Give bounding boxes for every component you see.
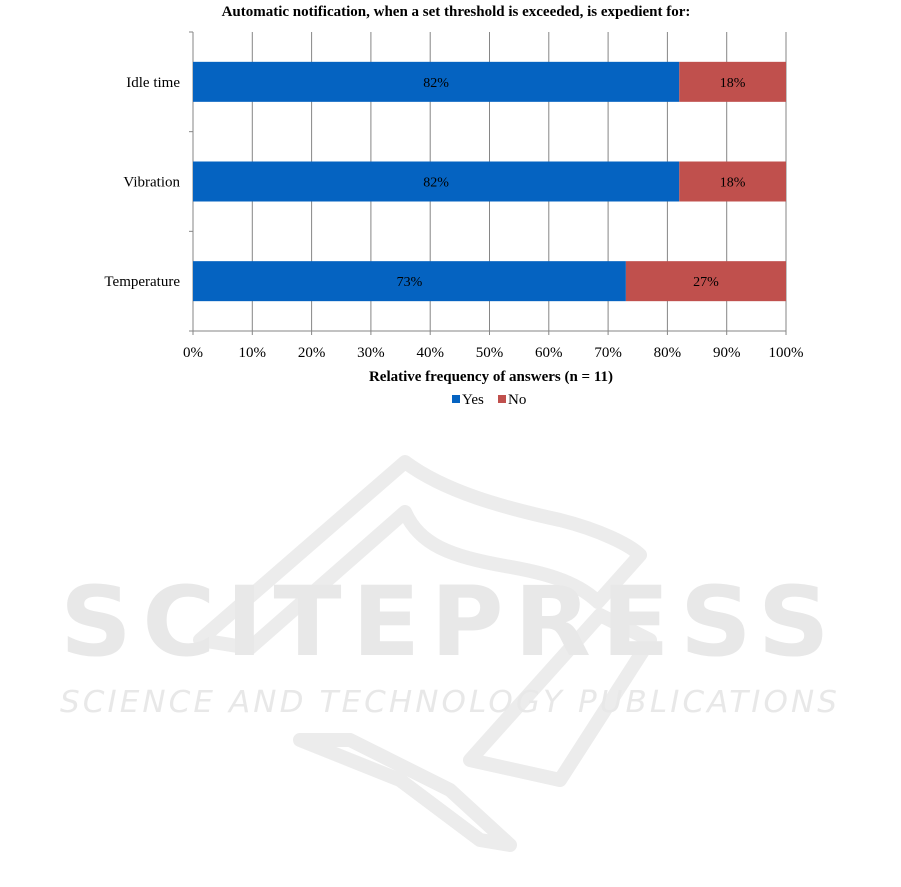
bar-yes <box>193 61 680 102</box>
category-label: Temperature <box>104 274 180 290</box>
x-tick-labels: 0% 10% 20% 30% 40% 50% 60% 70% 80% 90% 100% <box>183 345 804 361</box>
category-labels: Idle time Vibration Temperature <box>104 75 180 290</box>
legend-swatch-yes <box>452 395 460 403</box>
x-tick-label: 70% <box>594 345 622 361</box>
category-label: Vibration <box>123 175 180 191</box>
x-axis-label: Relative frequency of answers (n = 11) <box>369 369 613 385</box>
x-tick-label: 0% <box>183 345 203 361</box>
x-tick-label: 80% <box>654 345 682 361</box>
x-tick-label: 10% <box>239 345 267 361</box>
x-tick-label: 60% <box>535 345 563 361</box>
bar-no <box>679 161 786 202</box>
category-label: Idle time <box>126 75 180 91</box>
bar-value-label: 27% <box>693 275 719 290</box>
bar-yes <box>193 261 626 302</box>
chart-title: Automatic notification, when a set thres… <box>222 4 691 20</box>
bar-no <box>679 61 786 102</box>
bar-labels: 82% 18% 82% 18% 73% 27% <box>397 76 746 290</box>
watermark-tagline: SCIENCE AND TECHNOLOGY PUBLICATIONS <box>60 685 840 720</box>
x-tick-label: 40% <box>416 345 444 361</box>
bar-yes <box>193 161 680 202</box>
x-tick-label: 50% <box>476 345 504 361</box>
bar-no <box>625 261 786 302</box>
legend-swatch-no <box>498 395 506 403</box>
bar-value-label: 73% <box>397 275 423 290</box>
bar-value-label: 18% <box>720 76 746 91</box>
legend-label-no: No <box>508 392 526 408</box>
bar-value-label: 82% <box>423 176 449 191</box>
x-tick-label: 100% <box>769 345 804 361</box>
legend: Yes No <box>452 392 526 408</box>
watermark-book-logo <box>193 455 657 852</box>
bars <box>193 61 786 302</box>
legend-label-yes: Yes <box>462 392 484 408</box>
bar-value-label: 82% <box>423 76 449 91</box>
watermark-brand: SCITEPRESS <box>60 566 840 678</box>
bar-value-label: 18% <box>720 176 746 191</box>
x-tick-label: 20% <box>298 345 326 361</box>
x-tick-label: 30% <box>357 345 385 361</box>
x-tick-label: 90% <box>713 345 741 361</box>
